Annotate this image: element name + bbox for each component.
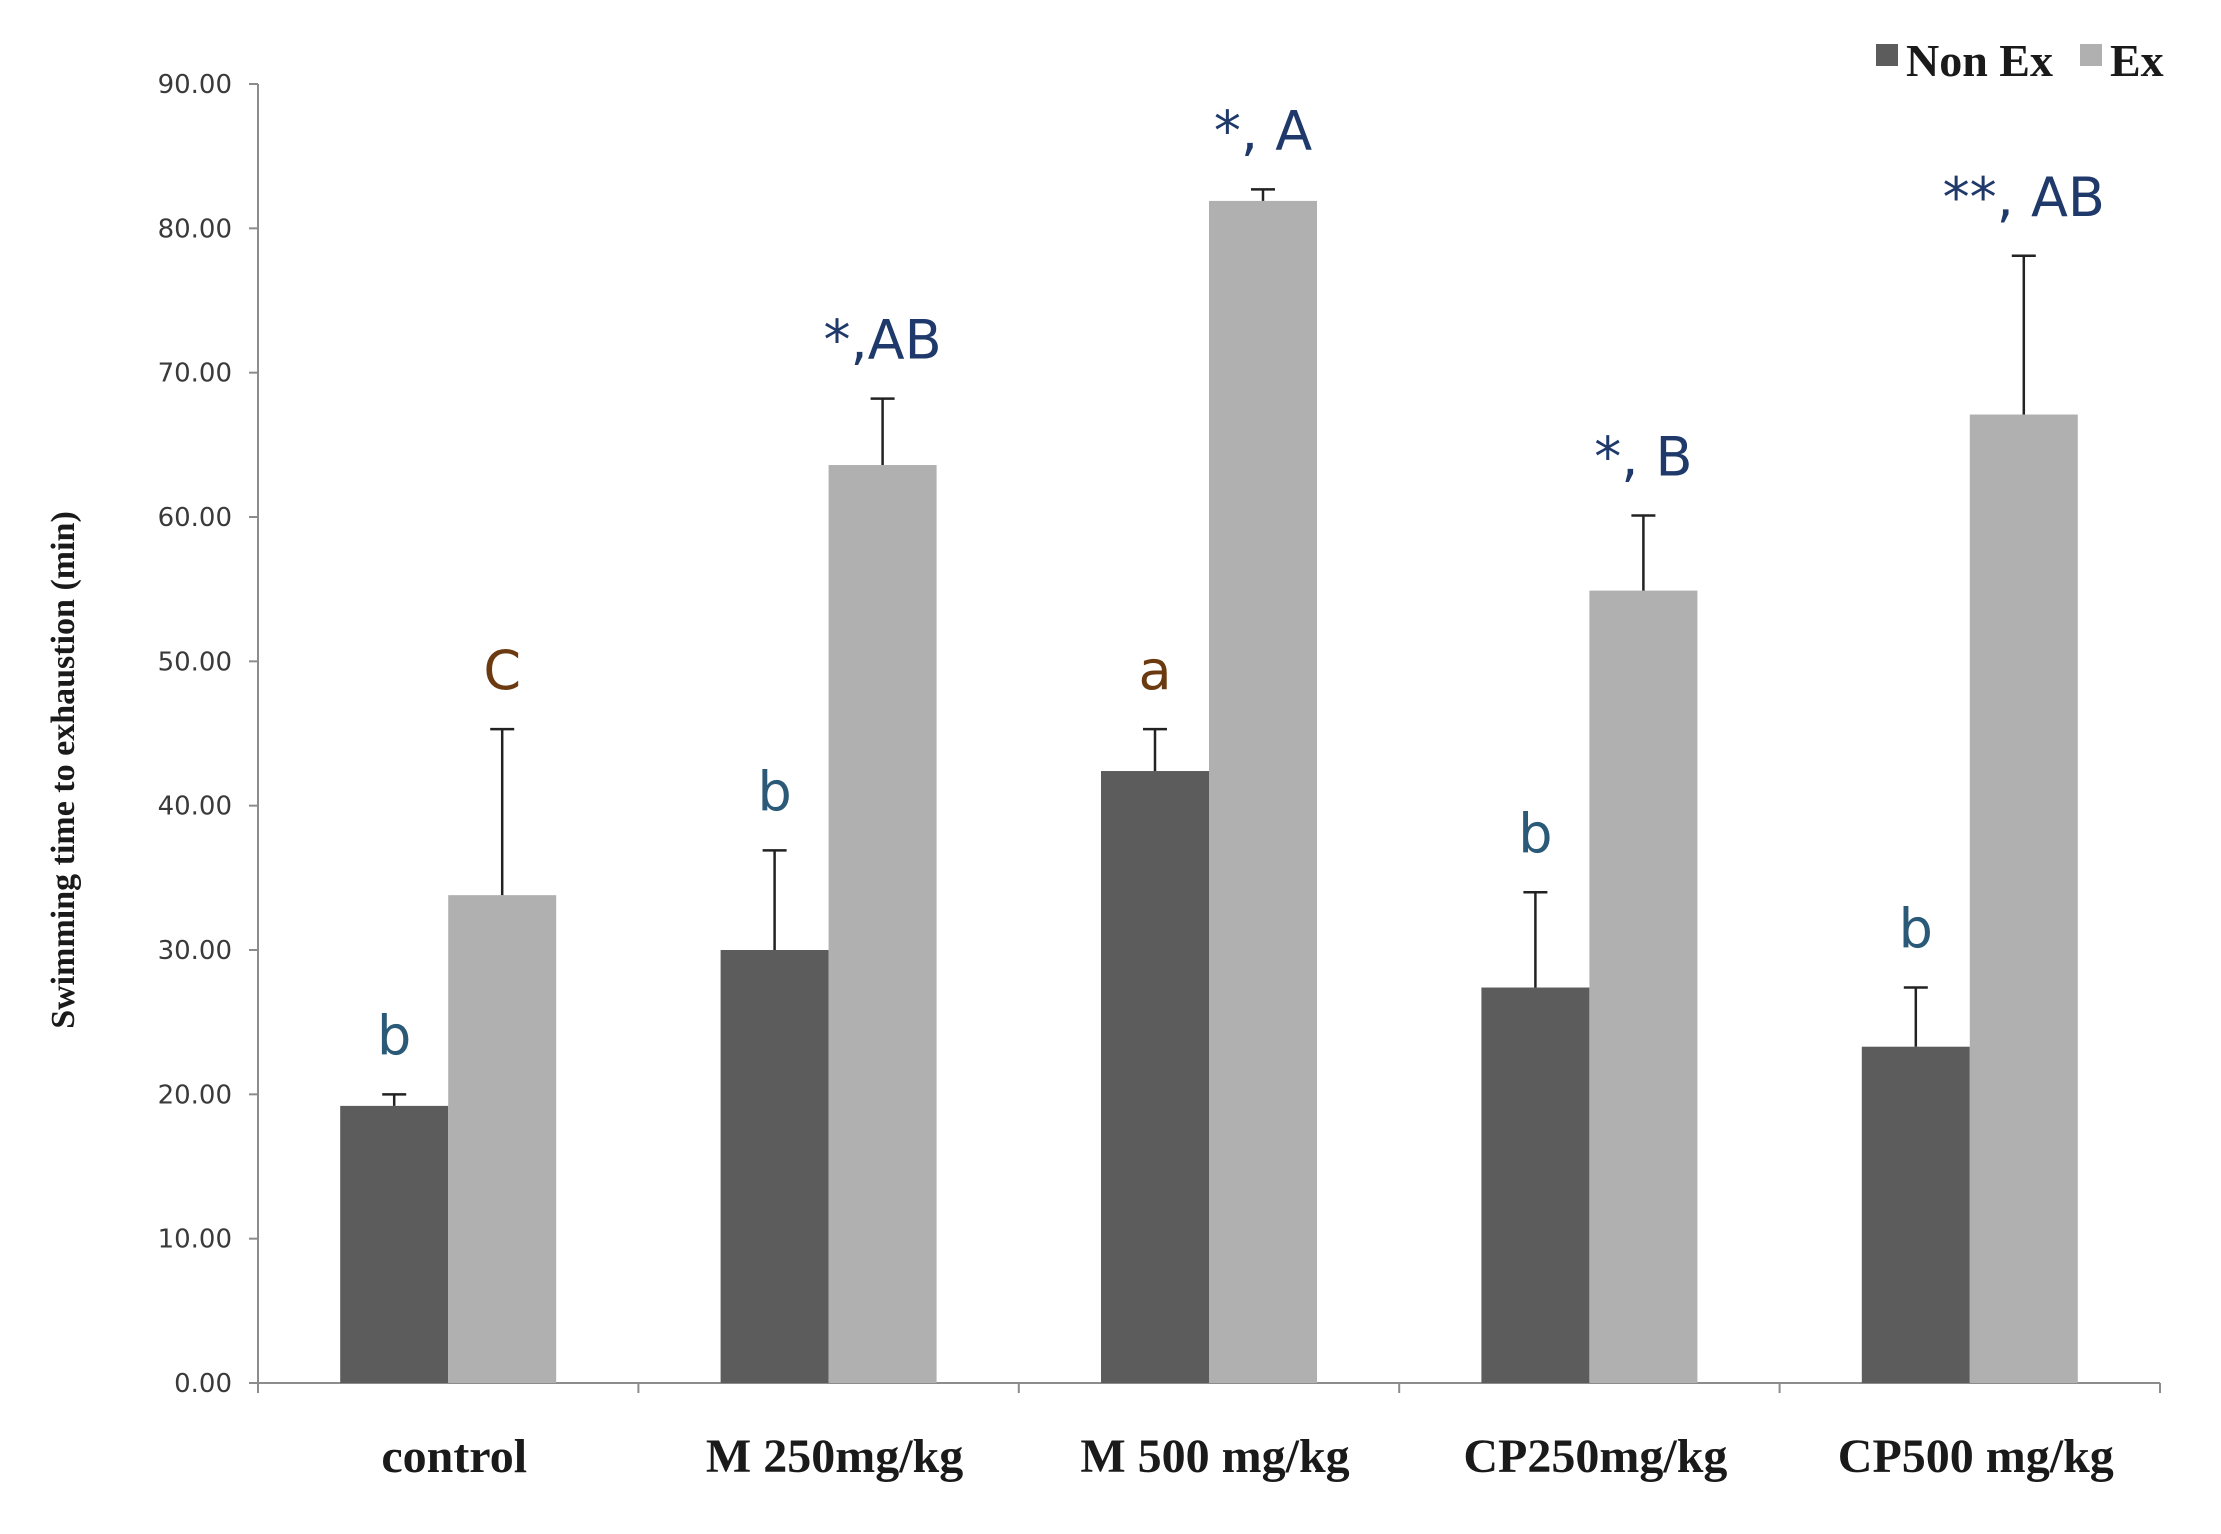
bar-ex	[828, 465, 937, 1383]
bar-non-ex	[340, 1105, 449, 1383]
bars	[340, 188, 2078, 1384]
y-tick-label: 0.00	[174, 1369, 232, 1399]
bar-annotation: **, AB	[1943, 166, 2105, 229]
bar-non-ex	[1861, 1046, 1970, 1383]
bar-ex	[1969, 414, 2078, 1384]
axes: 0.00 10.00 20.00 30.00 40.00 50.00 60.00 70.00 8…	[158, 70, 2161, 1483]
bar-ex	[1589, 590, 1698, 1383]
y-tick-label: 20.00	[158, 1080, 232, 1110]
legend: Non Ex Ex	[1876, 35, 2164, 86]
y-tick-label: 70.00	[158, 359, 232, 389]
bar-ex	[1209, 200, 1317, 1383]
x-tick-label: M 500 mg/kg	[1080, 1430, 1349, 1483]
bar-annotation: *, A	[1214, 99, 1312, 162]
bar-non-ex	[1101, 771, 1209, 1383]
bar-annotation: b	[757, 760, 791, 823]
y-tick-label: 10.00	[158, 1225, 232, 1255]
bar-annotation: *,AB	[824, 309, 942, 372]
bar-annotation: C	[483, 639, 521, 702]
legend-swatch-non-ex	[1876, 44, 1898, 66]
legend-label-non-ex: Non Ex	[1906, 35, 2053, 86]
bar-ex	[448, 895, 557, 1383]
bar-annotation: b	[377, 1004, 411, 1067]
y-tick-label: 30.00	[158, 936, 232, 966]
x-tick-label: CP500 mg/kg	[1838, 1430, 2114, 1483]
bar-non-ex	[1481, 987, 1590, 1383]
y-tick-label: 50.00	[158, 647, 232, 677]
x-tick-label: control	[381, 1430, 527, 1483]
bar-annotation: a	[1138, 639, 1171, 702]
x-tick-label: M 250mg/kg	[706, 1430, 963, 1483]
y-tick-label: 40.00	[158, 792, 232, 822]
bar-annotations: b Cb *,AB a *, A b *, B b **, AB	[377, 99, 2105, 1067]
bar-non-ex	[720, 950, 829, 1383]
x-tick-label: CP250mg/kg	[1463, 1430, 1727, 1483]
bar-annotation: *, B	[1594, 426, 1692, 489]
y-tick-label: 80.00	[158, 214, 232, 244]
legend-swatch-ex	[2080, 44, 2102, 66]
bar-annotation: b	[1899, 898, 1933, 961]
y-tick-label: 90.00	[158, 70, 232, 100]
y-axis-label: Swimming time to exhaustion (min)	[45, 511, 82, 1029]
bar-annotation: b	[1518, 802, 1552, 865]
y-tick-label: 60.00	[158, 503, 232, 533]
legend-label-ex: Ex	[2110, 35, 2164, 86]
